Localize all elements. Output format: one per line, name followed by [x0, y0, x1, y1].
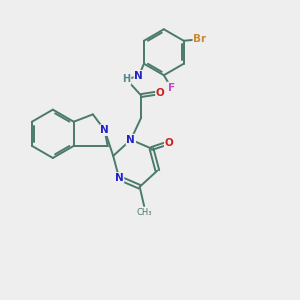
- Text: H: H: [122, 74, 130, 84]
- Text: N: N: [100, 125, 109, 135]
- Text: N: N: [127, 135, 135, 145]
- Text: N: N: [134, 71, 143, 81]
- Text: O: O: [165, 138, 173, 148]
- Text: O: O: [156, 88, 165, 98]
- Text: Br: Br: [194, 34, 206, 44]
- Text: CH₃: CH₃: [136, 208, 152, 217]
- Text: F: F: [168, 82, 175, 93]
- Text: N: N: [115, 173, 124, 183]
